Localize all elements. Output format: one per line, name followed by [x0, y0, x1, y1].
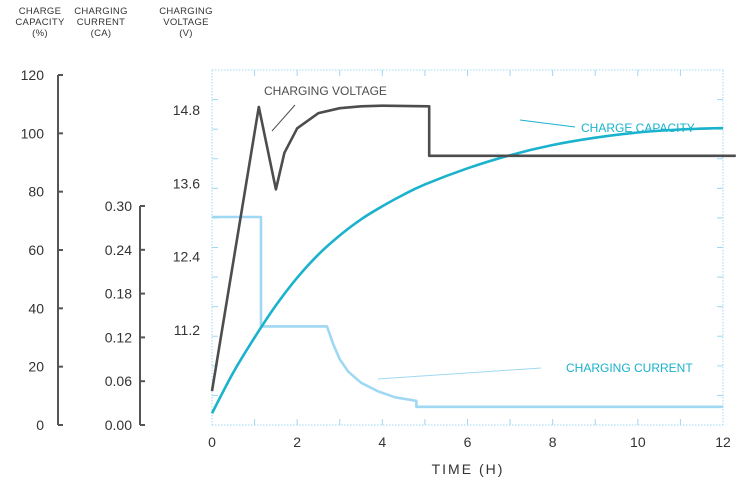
current-axis-title-line1: CHARGING: [74, 6, 128, 17]
current-tick-label: 0.18: [105, 286, 132, 302]
axis-headers: CHARGE CAPACITY (%) CHARGING CURRENT (CA…: [15, 6, 212, 39]
voltage-tick-label: 11.2: [174, 322, 200, 338]
x-tick-label: 6: [464, 434, 472, 450]
voltage-axis-title-line3: (V): [179, 28, 193, 39]
charging-voltage-series-line: [210, 104, 736, 392]
charge-capacity-series-line: [210, 126, 724, 414]
capacity-annotation-label: CHARGE CAPACITY: [581, 121, 695, 135]
x-axis: 0 2 4 6 8 10 12: [208, 434, 731, 450]
voltage-axis-title-line2: VOLTAGE: [163, 17, 209, 28]
capacity-tick-label: 40: [28, 300, 44, 316]
x-tick-label: 2: [293, 434, 301, 450]
current-tick-label: 0.12: [105, 329, 132, 345]
charging-current-series-line: [212, 215, 723, 409]
x-axis-title: TIME (H): [432, 461, 505, 477]
x-tick-label: 12: [715, 434, 731, 450]
voltage-annotation-leader: [271, 104, 296, 132]
capacity-tick-label: 80: [28, 184, 44, 200]
capacity-tick-label: 120: [21, 67, 45, 83]
x-tick-label: 0: [208, 434, 216, 450]
current-axis-title-line2: CURRENT: [77, 17, 126, 28]
current-axis-title-line3: (CA): [91, 28, 112, 39]
current-annotation-label: CHARGING CURRENT: [566, 361, 693, 375]
plot-frame: [211, 69, 724, 426]
x-tick-label: 4: [378, 434, 386, 450]
voltage-tick-label: 13.6: [173, 175, 200, 191]
capacity-tick-label: 60: [28, 242, 44, 258]
voltage-axis-title-line1: CHARGING: [159, 6, 213, 17]
voltage-tick-label: 14.8: [173, 102, 200, 118]
capacity-axis-title-line2: CAPACITY: [15, 17, 65, 28]
y-axes: 0 20 40 60 80 100 120 0.00 0.06 0.12 0.18 0.24 0.30 1…: [21, 67, 201, 433]
current-tick-label: 0.06: [105, 373, 132, 389]
capacity-tick-label: 20: [28, 359, 44, 375]
voltage-tick-label: 12.4: [173, 249, 200, 265]
current-annotation-leader: [377, 367, 542, 380]
current-tick-label: 0.24: [105, 242, 132, 258]
x-tick-label: 8: [549, 434, 557, 450]
voltage-annotation-label: CHARGING VOLTAGE: [264, 84, 387, 98]
capacity-tick-label: 0: [36, 417, 44, 433]
capacity-axis-title-line1: CHARGE: [19, 6, 61, 17]
capacity-tick-label: 100: [21, 125, 45, 141]
annotations: CHARGING VOLTAGE CHARGE CAPACITY CHARGING …: [264, 84, 695, 380]
current-tick-label: 0.00: [105, 417, 132, 433]
series-lines: [210, 104, 736, 414]
capacity-axis-title-line3: (%): [32, 28, 48, 39]
capacity-annotation-leader: [519, 119, 576, 128]
current-tick-label: 0.30: [105, 198, 132, 214]
x-tick-label: 10: [630, 434, 646, 450]
